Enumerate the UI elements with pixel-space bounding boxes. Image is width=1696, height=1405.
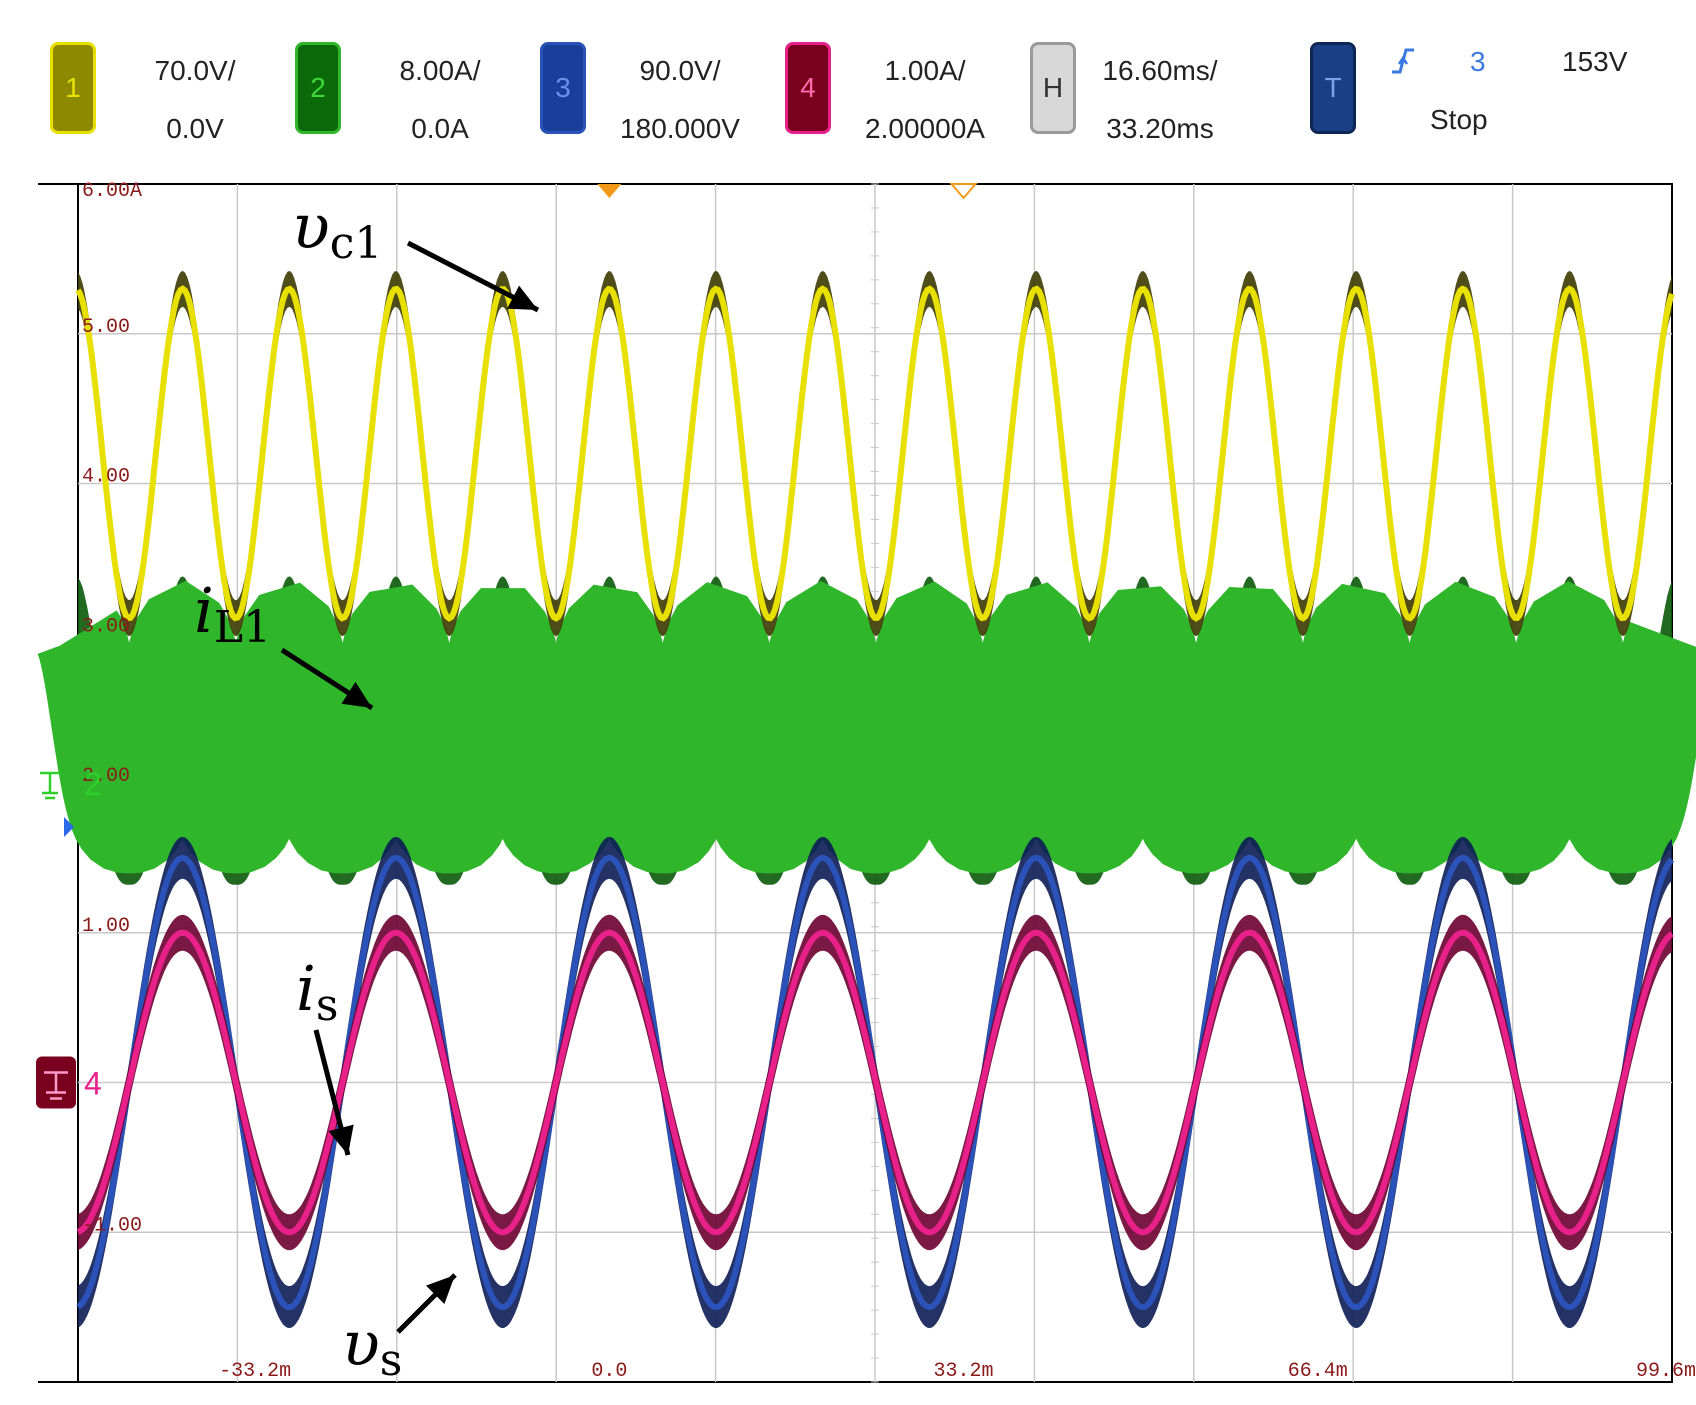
ch3-offset: 180.000V — [620, 113, 740, 144]
x-tick-label: 66.4m — [1288, 1360, 1348, 1383]
delay-reference-marker — [949, 183, 978, 200]
ch4-indicator[interactable]: 4 — [785, 42, 831, 134]
time-per-div: 16.60ms/ — [1102, 55, 1218, 86]
arrow-i-s-head — [328, 1124, 354, 1155]
ch3-id: 3 — [555, 72, 571, 103]
ch1-offset: 0.0V — [166, 113, 224, 144]
ch3-indicator[interactable]: 3 — [540, 42, 586, 134]
time-delay: 33.20ms — [1106, 113, 1214, 144]
ch2-indicator[interactable]: 2 — [295, 42, 341, 134]
ch4-settings: 1.00A/ 2.00000A — [835, 42, 1015, 158]
trace-v_c1-line — [75, 285, 1675, 622]
ch1-settings: 70.0V/ 0.0V — [105, 42, 285, 158]
y-tick-label: 2.00 — [82, 765, 130, 788]
annotation-v_c1: υc1 — [292, 190, 382, 269]
arrow-i-L1-head — [341, 681, 372, 708]
acquisition-state: Stop — [1430, 104, 1488, 135]
ch1-indicator[interactable]: 1 — [50, 42, 96, 134]
trigger-level: 153V — [1562, 46, 1628, 77]
y-tick-label: 3.00 — [82, 615, 130, 638]
ch2-scale: 8.00A/ — [399, 55, 481, 86]
ch2-ground-label: 2 — [84, 766, 102, 802]
waveforms — [37, 270, 1696, 1329]
horizontal-indicator[interactable]: H — [1030, 42, 1076, 134]
trigger-point-marker — [597, 184, 622, 198]
annotation-i_s: is — [296, 952, 338, 1031]
y-tick-label: 6.00A — [82, 180, 142, 203]
ch3-settings: 90.0V/ 180.000V — [590, 42, 770, 158]
trace-v_c1 — [75, 270, 1675, 637]
horizontal-id: H — [1042, 72, 1064, 103]
trace-i_s-line — [76, 929, 1674, 1236]
arrow-v-c1-head — [507, 285, 538, 310]
trigger-source: 3 — [1470, 46, 1486, 77]
ch4-id: 4 — [800, 72, 816, 103]
y-tick-label: 4.00 — [82, 466, 130, 489]
ch1-scale: 70.0V/ — [154, 55, 236, 86]
horizontal-settings: 16.60ms/ 33.20ms — [1070, 42, 1250, 158]
y-tick-label: -1.00 — [82, 1214, 142, 1237]
x-tick-label: 99.6ms — [1636, 1360, 1696, 1383]
trace-i_L1 — [37, 576, 1696, 885]
annotation-arrows — [280, 240, 540, 1334]
trace-i_s — [76, 914, 1674, 1251]
annotations: υc1 iL1 is υs — [194, 190, 402, 1386]
ch1-id: 1 — [65, 72, 81, 103]
x-tick-label: 33.2m — [934, 1360, 994, 1383]
markers: 24 — [36, 183, 978, 1109]
ch4-offset: 2.00000A — [865, 113, 985, 144]
y-tick-label: 5.00 — [82, 316, 130, 339]
ch2-ground-icon — [40, 771, 60, 800]
rising-edge-icon — [1390, 46, 1416, 83]
ch4-scale: 1.00A/ — [884, 55, 966, 86]
axis-labels: 6.00A 5.00 4.00 3.00 2.00 1.00 -1.00 -33.2m 0.0 3… — [82, 180, 1696, 1383]
ch2-offset: 0.0A — [411, 113, 469, 144]
arrow-v-s-head — [426, 1275, 455, 1304]
ch4-ground-label: 4 — [84, 1066, 102, 1102]
annotation-i_L1: iL1 — [194, 574, 271, 653]
x-tick-label: 0.0 — [591, 1360, 627, 1383]
trigger-id: T — [1324, 72, 1342, 103]
trace-v_c1-envelope — [78, 270, 1672, 637]
ch2-settings: 8.00A/ 0.0A — [350, 42, 530, 158]
y-tick-label: 1.00 — [82, 915, 130, 938]
annotation-v_s: υs — [342, 1307, 402, 1386]
ch4-ground-icon — [44, 1071, 68, 1100]
x-tick-label: -33.2m — [219, 1360, 291, 1383]
trace-i_L1-line — [37, 580, 1696, 874]
ch2-id: 2 — [310, 72, 326, 103]
ch3-scale: 90.0V/ — [639, 55, 721, 86]
trigger-indicator[interactable]: T — [1310, 42, 1356, 134]
ch3-ground-marker — [64, 817, 74, 837]
